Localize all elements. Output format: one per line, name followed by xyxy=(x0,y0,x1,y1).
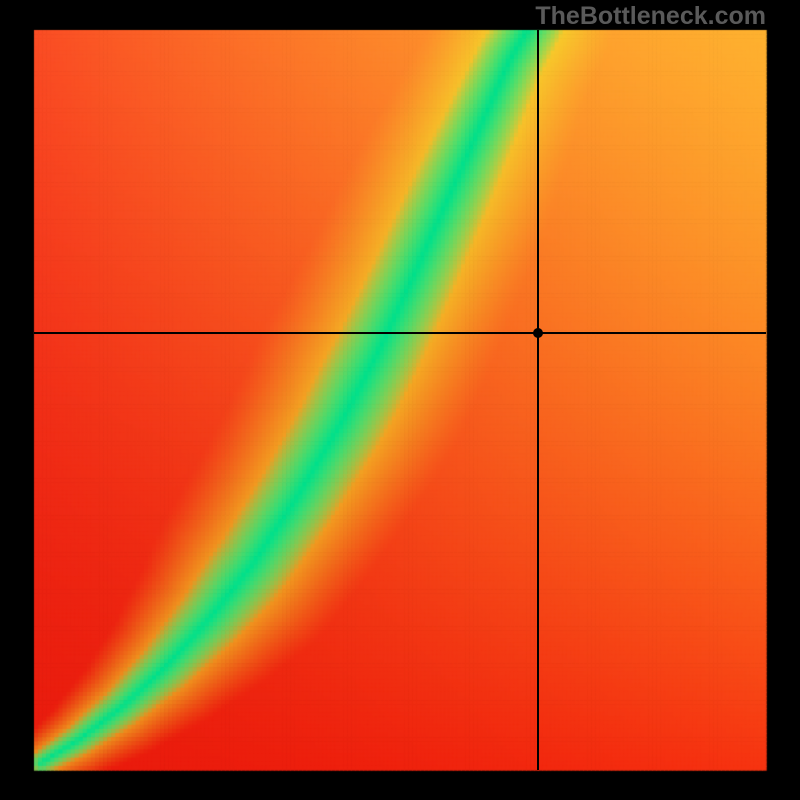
figure-root: TheBottleneck.com xyxy=(0,0,800,800)
heatmap-canvas xyxy=(0,0,800,800)
crosshair-vertical xyxy=(537,30,539,770)
crosshair-marker xyxy=(533,328,543,338)
crosshair-horizontal xyxy=(34,332,766,334)
watermark-text: TheBottleneck.com xyxy=(535,2,766,31)
